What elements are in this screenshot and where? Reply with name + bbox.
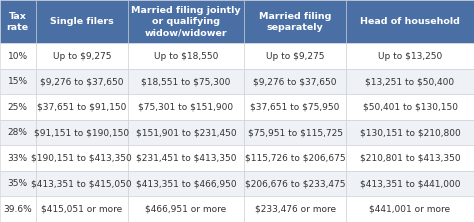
Bar — [128, 43, 244, 69]
Bar — [36, 196, 128, 222]
Text: \$210,801 to \$413,350: \$210,801 to \$413,350 — [360, 154, 460, 163]
Text: \$413,351 to \$415,050: \$413,351 to \$415,050 — [31, 179, 132, 188]
Bar — [0, 94, 36, 120]
Bar — [0, 196, 36, 222]
Text: 39.6%: 39.6% — [3, 205, 32, 214]
Text: Up to \$9,275: Up to \$9,275 — [266, 52, 324, 61]
Text: \$413,351 to \$441,000: \$413,351 to \$441,000 — [360, 179, 460, 188]
Text: 33%: 33% — [8, 154, 28, 163]
Bar — [128, 0, 244, 43]
Text: \$441,001 or more: \$441,001 or more — [369, 205, 451, 214]
Text: Up to \$13,250: Up to \$13,250 — [378, 52, 442, 61]
Text: \$37,651 to \$75,950: \$37,651 to \$75,950 — [250, 103, 340, 112]
Text: 28%: 28% — [8, 128, 28, 137]
Text: 10%: 10% — [8, 52, 28, 61]
Bar — [346, 120, 474, 145]
Text: \$50,401 to \$130,150: \$50,401 to \$130,150 — [363, 103, 457, 112]
Bar — [128, 171, 244, 196]
Bar — [346, 94, 474, 120]
Text: \$9,276 to \$37,650: \$9,276 to \$37,650 — [40, 77, 124, 86]
Bar — [128, 145, 244, 171]
Bar — [0, 171, 36, 196]
Text: \$115,726 to \$206,675: \$115,726 to \$206,675 — [245, 154, 346, 163]
Text: Up to \$9,275: Up to \$9,275 — [53, 52, 111, 61]
Bar — [346, 145, 474, 171]
Bar — [346, 43, 474, 69]
Text: \$13,251 to \$50,400: \$13,251 to \$50,400 — [365, 77, 455, 86]
Bar — [0, 120, 36, 145]
Bar — [128, 196, 244, 222]
Text: Head of household: Head of household — [360, 17, 460, 26]
Text: \$91,151 to \$190,150: \$91,151 to \$190,150 — [34, 128, 129, 137]
Bar — [244, 171, 346, 196]
Bar — [36, 171, 128, 196]
Text: \$75,951 to \$115,725: \$75,951 to \$115,725 — [247, 128, 343, 137]
Bar — [244, 120, 346, 145]
Text: 25%: 25% — [8, 103, 28, 112]
Bar — [346, 171, 474, 196]
Text: \$75,301 to \$151,900: \$75,301 to \$151,900 — [138, 103, 234, 112]
Bar — [346, 196, 474, 222]
Bar — [244, 69, 346, 94]
Bar — [0, 0, 36, 43]
Text: \$466,951 or more: \$466,951 or more — [146, 205, 227, 214]
Bar — [128, 120, 244, 145]
Bar — [36, 43, 128, 69]
Text: \$413,351 to \$466,950: \$413,351 to \$466,950 — [136, 179, 237, 188]
Bar — [0, 69, 36, 94]
Text: Married filing
separately: Married filing separately — [259, 12, 331, 32]
Text: \$233,476 or more: \$233,476 or more — [255, 205, 336, 214]
Bar — [0, 145, 36, 171]
Bar — [244, 196, 346, 222]
Text: \$190,151 to \$413,350: \$190,151 to \$413,350 — [31, 154, 132, 163]
Text: \$9,276 to \$37,650: \$9,276 to \$37,650 — [253, 77, 337, 86]
Text: Married filing jointly
or qualifying
widow/widower: Married filing jointly or qualifying wid… — [131, 6, 241, 37]
Text: 15%: 15% — [8, 77, 28, 86]
Bar — [36, 69, 128, 94]
Bar — [128, 94, 244, 120]
Bar — [244, 145, 346, 171]
Bar — [0, 43, 36, 69]
Bar — [346, 69, 474, 94]
Text: \$415,051 or more: \$415,051 or more — [41, 205, 122, 214]
Text: 35%: 35% — [8, 179, 28, 188]
Bar — [36, 94, 128, 120]
Text: \$151,901 to \$231,450: \$151,901 to \$231,450 — [136, 128, 237, 137]
Text: Single filers: Single filers — [50, 17, 114, 26]
Text: \$206,676 to \$233,475: \$206,676 to \$233,475 — [245, 179, 346, 188]
Bar — [244, 94, 346, 120]
Text: Up to \$18,550: Up to \$18,550 — [154, 52, 218, 61]
Bar — [36, 0, 128, 43]
Bar — [244, 0, 346, 43]
Bar — [128, 69, 244, 94]
Bar — [346, 0, 474, 43]
Bar — [36, 145, 128, 171]
Text: \$130,151 to \$210,800: \$130,151 to \$210,800 — [360, 128, 460, 137]
Text: \$231,451 to \$413,350: \$231,451 to \$413,350 — [136, 154, 237, 163]
Text: \$37,651 to \$91,150: \$37,651 to \$91,150 — [37, 103, 127, 112]
Bar — [244, 43, 346, 69]
Text: \$18,551 to \$75,300: \$18,551 to \$75,300 — [141, 77, 231, 86]
Bar — [36, 120, 128, 145]
Text: Tax
rate: Tax rate — [7, 12, 29, 32]
